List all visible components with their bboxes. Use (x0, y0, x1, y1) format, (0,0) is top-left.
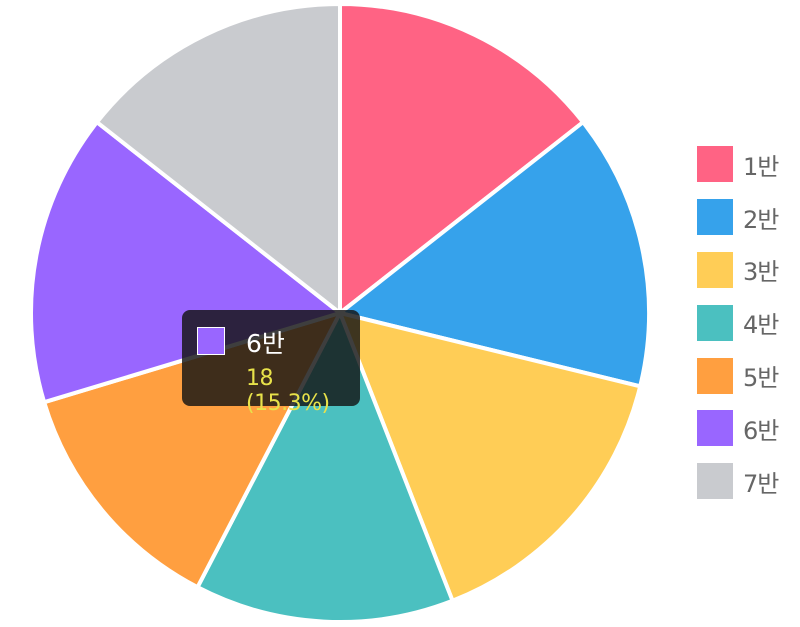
legend-item-2[interactable]: 2반 (697, 191, 779, 244)
legend-label: 2반 (743, 205, 779, 234)
legend-item-7[interactable]: 7반 (697, 455, 779, 508)
pie-chart-svg (31, 1, 651, 624)
legend-label: 3반 (743, 258, 779, 287)
legend-swatch (697, 357, 733, 394)
legend-swatch (697, 251, 733, 288)
tooltip-value: 18 (15.3%) (246, 366, 330, 416)
pie-slice-3[interactable] (336, 310, 643, 604)
legend-label: 6반 (743, 416, 779, 445)
legend-label: 5반 (743, 364, 779, 393)
pie-slice-4[interactable] (194, 308, 456, 624)
pie-slice-2[interactable] (335, 119, 651, 389)
legend-swatch (697, 463, 733, 500)
legend-swatch (697, 304, 733, 341)
legend-item-6[interactable]: 6반 (697, 402, 779, 455)
legend-label: 1반 (743, 152, 779, 181)
legend-item-1[interactable]: 1반 (697, 138, 779, 191)
pie-slice-7[interactable] (94, 1, 342, 318)
legend-item-5[interactable]: 5반 (697, 349, 779, 402)
legend-item-4[interactable]: 4반 (697, 296, 779, 349)
legend-swatch (697, 199, 733, 236)
legend-label: 7반 (743, 469, 779, 498)
tooltip-title: 6반 (246, 329, 285, 358)
legend-label: 4반 (743, 311, 779, 340)
legend-item-3[interactable]: 3반 (697, 244, 779, 297)
chart-tooltip: 6반 18 (15.3%) (182, 310, 360, 416)
pie-chart (31, 1, 651, 624)
legend-swatch (697, 146, 733, 183)
chart-legend: 1반 2반 3반 4반 5반 6반 7반 (697, 138, 779, 508)
tooltip-color-swatch (197, 327, 225, 355)
pie-slice-1[interactable] (338, 1, 586, 318)
legend-swatch (697, 410, 733, 447)
